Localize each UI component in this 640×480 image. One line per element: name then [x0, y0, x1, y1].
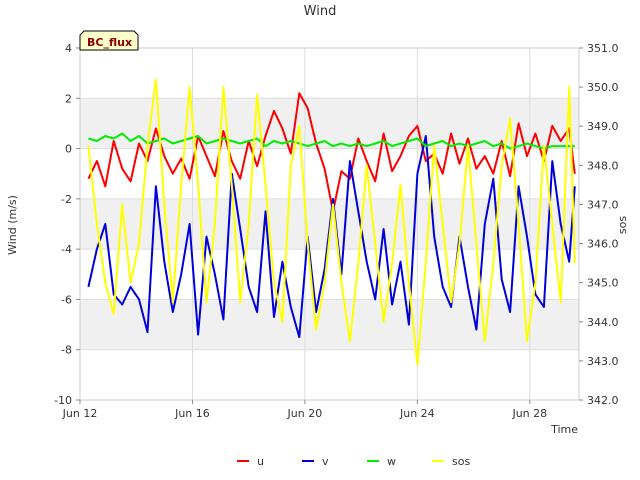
- y2-tick-label-4: 347.0: [587, 198, 619, 211]
- x-tick-label-1: Jun 16: [174, 407, 210, 420]
- y-tick-label-7: -10: [54, 394, 72, 407]
- y-tick-label-3: -2: [61, 193, 72, 206]
- site-badge: BC_flux: [79, 30, 139, 51]
- series-line-w: [88, 132, 575, 150]
- chart-title: Wind: [304, 4, 337, 19]
- y2-tick-label-3: 348.0: [587, 159, 619, 172]
- x-tick-label-0: Jun 12: [62, 407, 98, 420]
- badge-shape: [79, 30, 139, 51]
- y-tick-label-2: 0: [65, 143, 72, 156]
- y-tick-label-6: -8: [61, 344, 72, 357]
- y2-tick-label-0: 351.0: [587, 42, 619, 55]
- y-tick-label-4: -4: [61, 243, 72, 256]
- badge-label: BC_flux: [87, 36, 132, 49]
- legend-label-w: w: [387, 455, 396, 468]
- legend: u v w sos: [237, 455, 470, 468]
- y2-tick-label-2: 349.0: [587, 120, 619, 133]
- y2-tick-label-1: 350.0: [587, 81, 619, 94]
- series-line-v: [87, 135, 576, 339]
- y2-tick-label-7: 344.0: [587, 316, 619, 329]
- y2-axis-label: sos: [616, 216, 629, 234]
- legend-label-v: v: [322, 455, 329, 468]
- plot-frame: [79, 47, 580, 401]
- y-tick-label-1: 2: [65, 92, 72, 105]
- x-tick-label-4: Jun 28: [511, 407, 547, 420]
- y-tick-label-5: -6: [61, 293, 72, 306]
- y2-tick-label-6: 345.0: [587, 277, 619, 290]
- y2-tick-label-9: 342.0: [587, 394, 619, 407]
- y-axis-label: Wind (m/s): [6, 195, 19, 255]
- band-2: [80, 299, 579, 350]
- y2-tick-label-5: 346.0: [587, 238, 619, 251]
- axes: 4 2 0 -2 -4 -6 -8 -10 351.0 350.0 349.0 348.0 347.0 3…: [54, 42, 618, 420]
- y2-tick-label-8: 343.0: [587, 355, 619, 368]
- legend-label-sos: sos: [452, 455, 470, 468]
- legend-label-u: u: [257, 455, 264, 468]
- x-tick-label-2: Jun 20: [287, 407, 323, 420]
- x-tick-label-3: Jun 24: [399, 407, 435, 420]
- y-tick-label-0: 4: [65, 42, 72, 55]
- band-0: [80, 98, 579, 149]
- series-line-sos: [87, 78, 576, 366]
- series-group: [87, 78, 576, 366]
- x-axis-label: Time: [550, 423, 578, 436]
